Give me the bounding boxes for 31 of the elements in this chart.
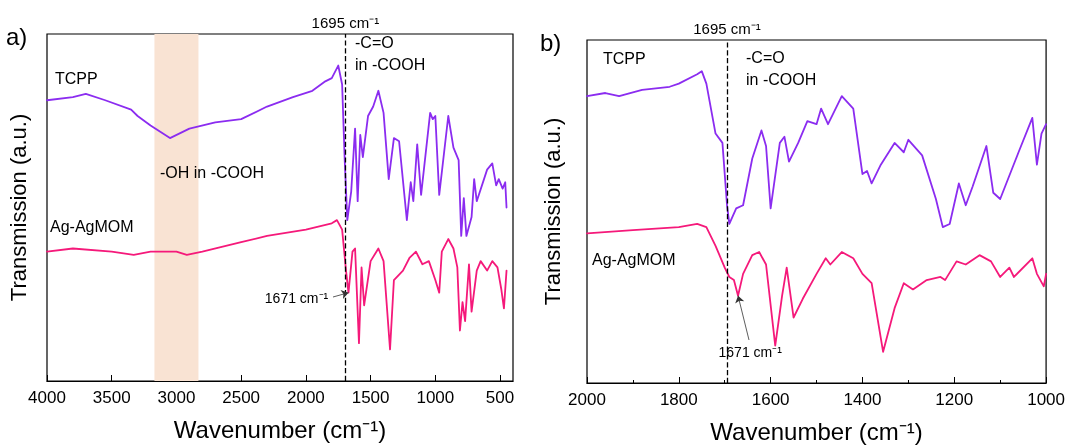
annotation: 1671 cm⁻¹ — [718, 343, 783, 360]
series-label: TCPP — [55, 69, 98, 87]
x-axis-title: Wavenumber (cm⁻¹) — [173, 415, 387, 443]
x-tick-label: 3500 — [92, 388, 131, 407]
y-axis-title: Transmission (a.u.) — [5, 113, 31, 302]
x-tick-label: 3000 — [157, 388, 196, 407]
x-tick-label: 2000 — [286, 388, 325, 407]
series-label: Ag-AgMOM — [50, 217, 134, 235]
x-tick-label: 2000 — [568, 390, 606, 409]
ref-line-label: 1695 cm⁻¹ — [693, 20, 761, 37]
x-axis-title: Wavenumber (cm⁻¹) — [710, 417, 923, 445]
chart-title: a) — [6, 22, 28, 50]
annotation: -OH in -COOH — [160, 163, 264, 181]
annotation: 1671 cm⁻¹ — [264, 290, 329, 307]
x-tick-label: 1000 — [416, 388, 455, 407]
annotation: -C=O in -COOH — [355, 33, 426, 73]
x-tick-label: 2500 — [222, 388, 261, 407]
chart-title: b) — [540, 28, 562, 56]
series-label: TCPP — [603, 49, 646, 67]
x-tick-label: 4000 — [28, 388, 66, 407]
series-label: Ag-AgMOM — [592, 250, 676, 268]
x-tick-label: 1000 — [1027, 390, 1065, 409]
x-tick-label: 1500 — [351, 388, 390, 407]
x-tick-label: 1400 — [843, 390, 882, 409]
x-tick-label: 1600 — [751, 390, 790, 409]
x-tick-label: 1200 — [935, 390, 974, 409]
y-axis-title: Transmission (a.u.) — [539, 117, 565, 306]
ref-line-label: 1695 cm⁻¹ — [311, 14, 380, 31]
x-tick-label: 500 — [485, 388, 515, 407]
x-tick-label: 1800 — [659, 390, 698, 409]
annotation: -C=O in -COOH — [746, 48, 817, 88]
